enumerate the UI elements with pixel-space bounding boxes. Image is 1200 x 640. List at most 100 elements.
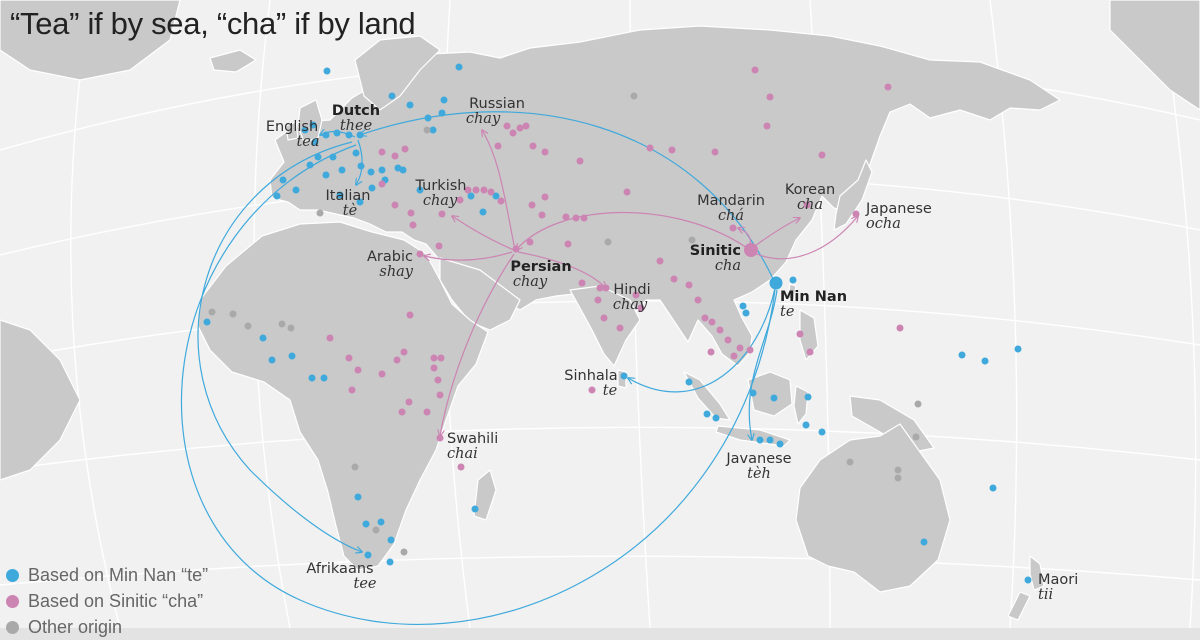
svg-text:Javanese: Javanese [725,451,791,467]
svg-text:cha: cha [715,258,741,274]
svg-text:Hindi: Hindi [613,282,650,298]
legend-dot-other [6,620,19,634]
svg-text:chay: chay [513,274,548,290]
map-title: “Tea” if by sea, “cha” if by land [10,6,416,41]
route-dutch-afrikaans [197,141,362,552]
route-sinitic-persian [516,212,751,251]
sulawesi [793,385,809,425]
cha-routes [424,130,858,436]
legend-label-other: Other origin [28,616,123,637]
svg-text:shay: shay [379,264,413,280]
svg-text:chay: chay [466,111,501,127]
svg-text:chá: chá [718,208,744,224]
japan [833,159,873,231]
svg-text:cha: cha [797,197,823,213]
svg-text:English: English [266,119,318,135]
svg-text:Swahili: Swahili [447,431,498,447]
svg-text:chai: chai [447,446,478,462]
africa [197,221,489,571]
scandinavia [354,35,441,111]
svg-text:Min Nan: Min Nan [780,289,847,305]
svg-text:chay: chay [423,193,458,209]
land [0,0,1200,621]
ireland [285,121,299,141]
route-persian-swahili [440,253,515,436]
svg-text:Persian: Persian [510,259,571,275]
svg-text:Japanese: Japanese [865,201,932,217]
svg-text:Korean: Korean [785,182,835,198]
route-minnan-sinhala [628,287,776,393]
legend-item-te: Based on Min Nan “te” [6,562,208,588]
svg-text:ocha: ocha [866,216,901,232]
svg-text:tii: tii [1038,587,1053,603]
legend: Based on Min Nan “te” Based on Sinitic “… [6,562,208,640]
svg-text:Turkish: Turkish [415,178,467,194]
legend-item-cha: Based on Sinitic “cha” [6,588,208,614]
other-dots [208,92,922,556]
svg-text:Maori: Maori [1038,572,1078,588]
eurasia [269,25,1061,367]
svg-text:te: te [780,304,794,320]
svg-text:tè: tè [343,203,357,219]
route-minnan-javanese [749,289,778,440]
svg-text:Sinhala: Sinhala [564,368,617,384]
iceland [209,49,257,73]
legend-dot-cha [6,594,19,608]
alaska [1109,0,1200,111]
cha-dots [326,66,904,471]
svg-text:chay: chay [613,297,648,313]
route-persian-russian [482,130,516,251]
route-persian-turkish [452,216,515,251]
svg-text:Sinitic: Sinitic [690,243,741,259]
route-dutch-maori [180,144,776,625]
legend-label-cha: Based on Sinitic “cha” [28,590,204,611]
taiwan [787,283,797,301]
route-sinitic-japanese [751,216,858,260]
borneo [747,371,793,417]
sumatra [683,371,731,421]
svg-text:tèh: tèh [747,466,771,482]
route-persian-arabic [424,251,513,260]
svg-text:te: te [603,383,617,399]
north-america-edge [0,319,81,481]
svg-text:Mandarin: Mandarin [697,193,765,209]
legend-label-te: Based on Min Nan “te” [28,564,209,585]
route-sinitic-korean [751,218,800,249]
svg-text:Arabic: Arabic [367,249,413,265]
svg-text:Russian: Russian [469,96,525,112]
australia [795,423,951,593]
svg-text:tee: tee [354,576,377,592]
min-nan-hub [769,276,783,290]
greenland [0,0,181,81]
svg-text:tea: tea [296,134,319,150]
te-dots [203,63,1032,584]
india [569,285,641,367]
svg-text:Italian: Italian [326,188,371,204]
new-zealand [1029,555,1045,591]
legend-dot-te [6,568,19,582]
svg-text:Dutch: Dutch [332,103,380,119]
route-persian-hindi [517,251,606,288]
new-zealand-south [1007,591,1031,621]
svg-text:thee: thee [340,118,372,134]
